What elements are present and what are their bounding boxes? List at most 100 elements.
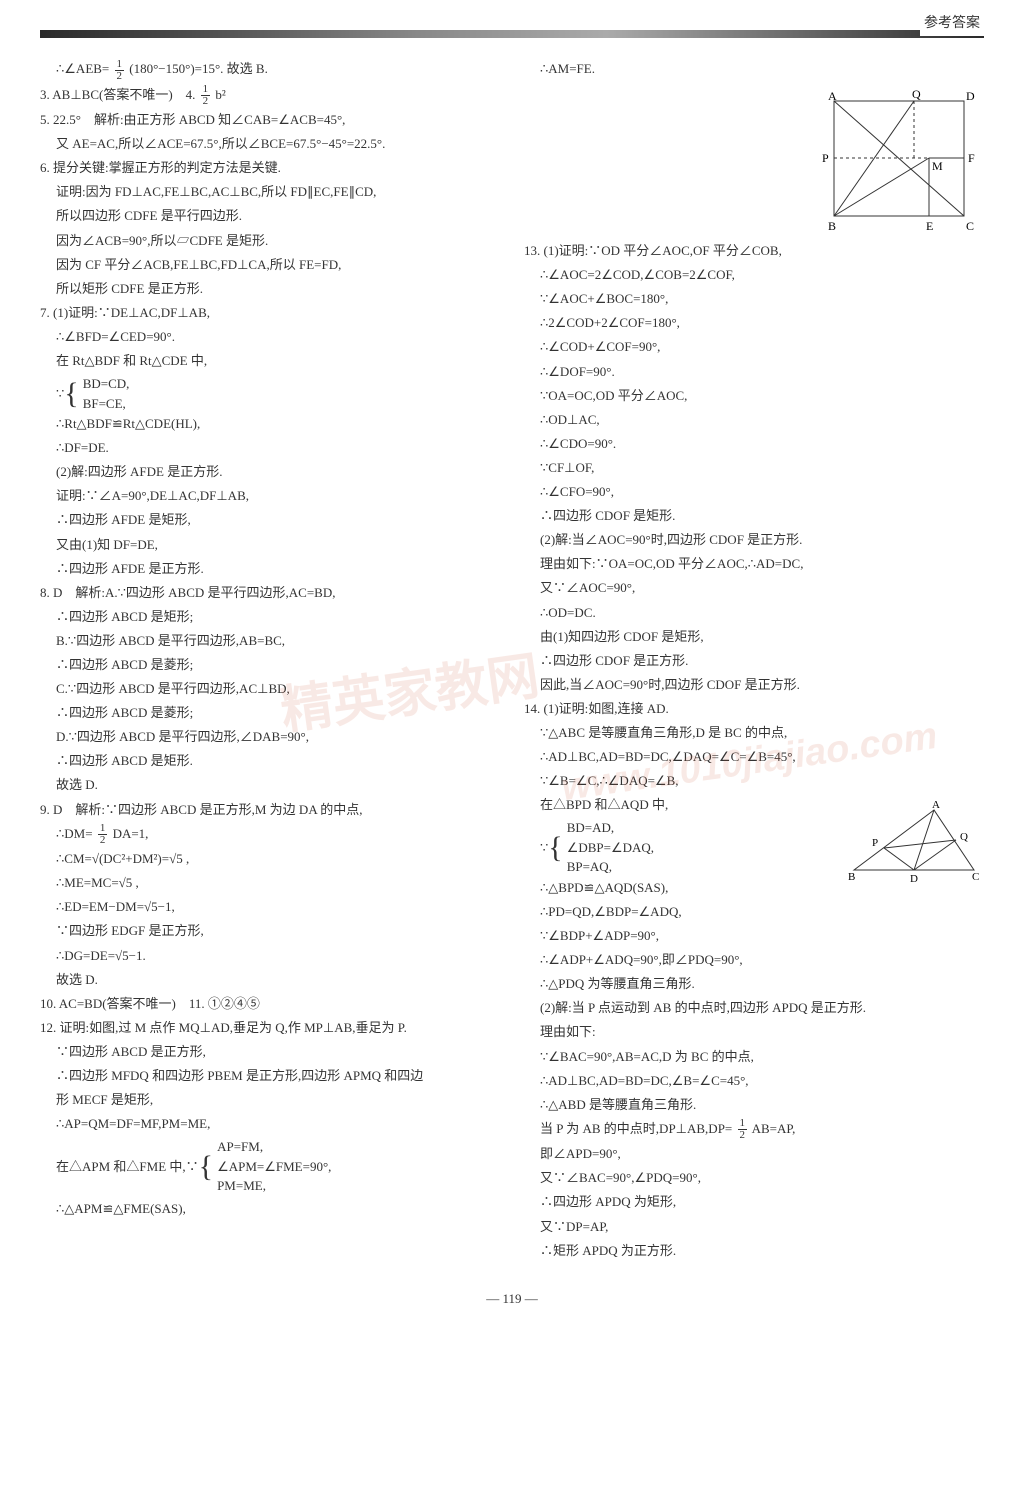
solution-line: ∴四边形 AFDE 是矩形, xyxy=(40,509,500,531)
text-fragment: 3. AB⊥BC(答案不唯一) 4. xyxy=(40,87,199,102)
solution-line: 证明:因为 FD⊥AC,FE⊥BC,AC⊥BC,所以 FD∥EC,FE∥CD, xyxy=(40,181,500,203)
solution-line: 所以矩形 CDFE 是正方形. xyxy=(40,278,500,300)
text-fragment: ∴DM= xyxy=(56,826,93,841)
header-label: 参考答案 xyxy=(920,12,984,36)
solution-line: (2)解:当∠AOC=90°时,四边形 CDOF 是正方形. xyxy=(524,529,984,551)
solution-line: ∴△APM≌△FME(SAS), xyxy=(40,1198,500,1220)
therefore-prefix: ∵ xyxy=(56,383,64,405)
solution-line: ∴Rt△BDF≌Rt△CDE(HL), xyxy=(40,413,500,435)
solution-line: 即∠APD=90°, xyxy=(524,1143,984,1165)
solution-line: ∵OA=OC,OD 平分∠AOC, xyxy=(524,385,984,407)
solution-line: (2)解:当 P 点运动到 AB 的中点时,四边形 APDQ 是正方形. xyxy=(524,997,984,1019)
text-fragment: ∴∠AEB= xyxy=(56,61,109,76)
solution-line: ∴∠BFD=∠CED=90°. xyxy=(40,326,500,348)
point-label: P xyxy=(872,837,878,849)
solution-line: 5. 22.5° 解析:由正方形 ABCD 知∠CAB=∠ACB=45°, xyxy=(40,109,500,131)
solution-line: 故选 D. xyxy=(40,774,500,796)
text-fragment: AB=AP, xyxy=(752,1121,796,1136)
solution-line: 又∵DP=AP, xyxy=(524,1216,984,1238)
solution-line: 理由如下: xyxy=(524,1021,984,1043)
solution-line: 因为 CF 平分∠ACB,FE⊥BC,FD⊥CA,所以 FE=FD, xyxy=(40,254,500,276)
solution-line: 由(1)知四边形 CDOF 是矩形, xyxy=(524,626,984,648)
point-label: D xyxy=(910,873,918,883)
brace-lines: AP=FM, ∠APM=∠FME=90°, PM=ME, xyxy=(217,1137,331,1196)
point-label: A xyxy=(932,799,940,811)
solution-line: C.∵四边形 ABCD 是平行四边形,AC⊥BD, xyxy=(40,678,500,700)
solution-line: 又由(1)知 DF=DE, xyxy=(40,534,500,556)
text-fragment: 当 P 为 AB 的中点时,DP⊥AB,DP= xyxy=(540,1121,732,1136)
geometry-figure-square: A Q D P M F B E C xyxy=(814,86,984,236)
solution-line: 又∵∠BAC=90°,∠PDQ=90°, xyxy=(524,1167,984,1189)
left-brace: { xyxy=(199,1153,213,1180)
solution-line: ∴四边形 MFDQ 和四边形 PBEM 是正方形,四边形 APMQ 和四边 xyxy=(40,1065,500,1087)
solution-line: ∴∠AOC=2∠COD,∠COB=2∠COF, xyxy=(524,264,984,286)
solution-line: 在△APM 和△FME 中,∵ { AP=FM, ∠APM=∠FME=90°, … xyxy=(40,1137,500,1196)
page-number: — 119 — xyxy=(40,1288,984,1310)
page-container: 参考答案 精英家教网 www.1010jiajiao.com ∴∠AEB= 12… xyxy=(40,30,984,1310)
denominator: 2 xyxy=(738,1130,748,1141)
brace-line: ∠APM=∠FME=90°, xyxy=(217,1157,331,1177)
solution-line: ∴四边形 ABCD 是矩形. xyxy=(40,750,500,772)
solution-line: 当 P 为 AB 的中点时,DP⊥AB,DP= 12 AB=AP, xyxy=(524,1118,984,1142)
solution-line: 又 AE=AC,所以∠ACE=67.5°,所以∠BCE=67.5°−45°=22… xyxy=(40,133,500,155)
solution-line: 14. (1)证明:如图,连接 AD. xyxy=(524,698,984,720)
solution-line: 10. AC=BD(答案不唯一) 11. ①②④⑤ xyxy=(40,993,500,1015)
left-column: ∴∠AEB= 12 (180°−150°)=15°. 故选 B. 3. AB⊥B… xyxy=(40,58,500,1264)
point-label: B xyxy=(848,871,855,883)
solution-line: ∴四边形 CDOF 是矩形. xyxy=(524,505,984,527)
solution-line: ∴AP=QM=DF=MF,PM=ME, xyxy=(40,1113,500,1135)
solution-line: ∴ED=EM−DM=√5−1, xyxy=(40,896,500,918)
solution-line: 形 MECF 是矩形, xyxy=(40,1089,500,1111)
solution-line: ∵∠B=∠C,∴∠DAQ=∠B, xyxy=(524,770,984,792)
solution-line: D.∵四边形 ABCD 是平行四边形,∠DAB=90°, xyxy=(40,726,500,748)
solution-line: 在 Rt△BDF 和 Rt△CDE 中, xyxy=(40,350,500,372)
solution-line: ∴CM=√(DC²+DM²)=√5 , xyxy=(40,848,500,870)
solution-line: B.∵四边形 ABCD 是平行四边形,AB=BC, xyxy=(40,630,500,652)
brace-line: BF=CE, xyxy=(83,394,130,414)
solution-line: ∴AD⊥BC,AD=BD=DC,∠DAQ=∠C=∠B=45°, xyxy=(524,746,984,768)
solution-line: ∴OD⊥AC, xyxy=(524,409,984,431)
solution-line: ∴∠CDO=90°. xyxy=(524,433,984,455)
solution-line: ∴∠DOF=90°. xyxy=(524,361,984,383)
solution-line: 9. D 解析:∵四边形 ABCD 是正方形,M 为边 DA 的中点, xyxy=(40,799,500,821)
fraction: 12 xyxy=(738,1118,748,1141)
numerator: 1 xyxy=(115,59,125,71)
left-brace: { xyxy=(548,834,562,861)
solution-line: ∴DF=DE. xyxy=(40,437,500,459)
point-label: A xyxy=(828,89,837,103)
solution-line: ∴四边形 ABCD 是菱形; xyxy=(40,702,500,724)
brace-line: PM=ME, xyxy=(217,1176,331,1196)
brace-system: ∵ { BD=AD, ∠DBP=∠DAQ, BP=AQ, xyxy=(540,818,836,877)
solution-line: 理由如下:∵OA=OC,OD 平分∠AOC,∴AD=DC, xyxy=(524,553,984,575)
solution-line: ∴矩形 APDQ 为正方形. xyxy=(524,1240,984,1262)
solution-line: ∵∠AOC+∠BOC=180°, xyxy=(524,288,984,310)
solution-line: ∴AD⊥BC,AD=BD=DC,∠B=∠C=45°, xyxy=(524,1070,984,1092)
solution-line: ∴OD=DC. xyxy=(524,602,984,624)
solution-line: 因为∠ACB=90°,所以▱CDFE 是矩形. xyxy=(40,230,500,252)
point-label: P xyxy=(822,151,829,165)
solution-line: ∴∠CFO=90°, xyxy=(524,481,984,503)
solution-line: ∵四边形 EDGF 是正方形, xyxy=(40,920,500,942)
solution-line: 12. 证明:如图,过 M 点作 MQ⊥AD,垂足为 Q,作 MP⊥AB,垂足为… xyxy=(40,1017,500,1039)
text-fragment: 在△APM 和△FME 中,∵ xyxy=(56,1156,199,1178)
solution-line: ∵∠BAC=90°,AB=AC,D 为 BC 的中点, xyxy=(524,1046,984,1068)
point-label: D xyxy=(966,89,975,103)
point-label: Q xyxy=(912,87,921,101)
brace-line: BD=CD, xyxy=(83,374,130,394)
fraction: 12 xyxy=(115,59,125,82)
text-fragment: b² xyxy=(215,87,225,102)
solution-line: 7. (1)证明:∵DE⊥AC,DF⊥AB, xyxy=(40,302,500,324)
brace-lines: BD=AD, ∠DBP=∠DAQ, BP=AQ, xyxy=(567,818,654,877)
solution-line: ∴ME=MC=√5 , xyxy=(40,872,500,894)
solution-line: ∵△ABC 是等腰直角三角形,D 是 BC 的中点, xyxy=(524,722,984,744)
brace-line: BP=AQ, xyxy=(567,857,654,877)
two-column-layout: ∴∠AEB= 12 (180°−150°)=15°. 故选 B. 3. AB⊥B… xyxy=(40,58,984,1264)
brace-line: BD=AD, xyxy=(567,818,654,838)
solution-line: ∴四边形 CDOF 是正方形. xyxy=(524,650,984,672)
solution-line: 故选 D. xyxy=(40,969,500,991)
solution-line: 证明:∵∠A=90°,DE⊥AC,DF⊥AB, xyxy=(40,485,500,507)
solution-line: ∴△PDQ 为等腰直角三角形. xyxy=(524,973,984,995)
solution-line: ∴四边形 ABCD 是菱形; xyxy=(40,654,500,676)
solution-line: ∴△ABD 是等腰直角三角形. xyxy=(524,1094,984,1116)
solution-line: ∴PD=QD,∠BDP=∠ADQ, xyxy=(524,901,984,923)
